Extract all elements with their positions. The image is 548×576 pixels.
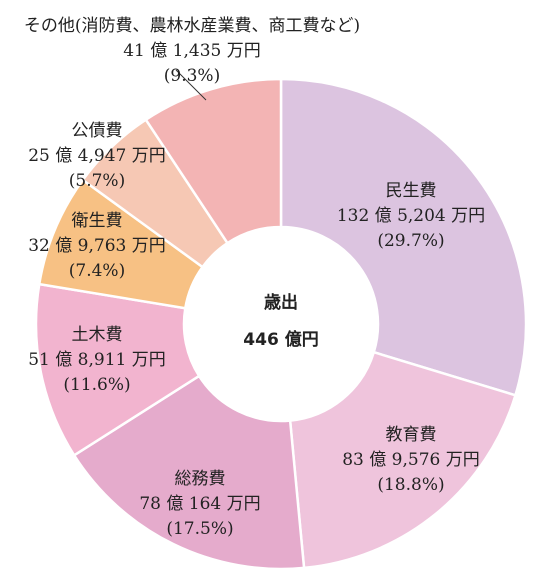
slice-label-6-label: その他(消防費、農林水産業費、商工費など) [24, 16, 360, 36]
slice-label-4-label: 衛生費 [72, 211, 123, 231]
slice-label-4-amount: 32 億 9,763 万円 [28, 236, 166, 256]
slice-label-4-percent-label: (7.4%) [69, 261, 125, 281]
slice-label-5: 公債費 25 億 4,947 万円 (5.7%) [28, 121, 166, 191]
slice-label-2-amount: 78 億 164 万円 [139, 494, 260, 514]
slice-label-3-label: 土木費 [72, 325, 123, 345]
slice-labels: 民生費 132 億 5,204 万円 (29.7%) 教育費 83 億 9,576 万円… [24, 16, 485, 539]
slice-label-6: その他(消防費、農林水産業費、商工費など) 41 億 1,435 万円 (9.3%) [24, 16, 360, 86]
slice-label-1: 教育費 83 億 9,576 万円 (18.8%) [342, 425, 480, 495]
slice-1 [288, 350, 517, 570]
slice-label-1-label: 教育費 [386, 425, 437, 445]
donut-slices [34, 77, 528, 571]
slice-label-0-percent-label: (29.7%) [377, 231, 444, 251]
slice-label-2: 総務費 78 億 164 万円 (17.5%) [139, 469, 260, 539]
slice-label-0: 民生費 132 億 5,204 万円 (29.7%) [337, 181, 485, 251]
slice-label-3-percent-label: (11.6%) [63, 375, 130, 395]
slice-3 [34, 282, 201, 458]
slice-label-4: 衛生費 32 億 9,763 万円 (7.4%) [28, 211, 166, 281]
slice-label-3-amount: 51 億 8,911 万円 [28, 350, 166, 370]
slice-0 [279, 77, 528, 397]
slice-label-5-label: 公債費 [72, 121, 123, 141]
slice-label-5-percent-label: (5.7%) [69, 171, 125, 191]
slice-label-1-percent-label: (18.8%) [377, 475, 444, 495]
slice-label-1-amount: 83 億 9,576 万円 [342, 450, 480, 470]
slice-label-5-amount: 25 億 4,947 万円 [28, 146, 166, 166]
slice-label-2-label: 総務費 [175, 469, 226, 489]
slice-label-2-percent-label: (17.5%) [166, 519, 233, 539]
slice-label-0-amount: 132 億 5,204 万円 [337, 206, 485, 226]
slice-label-3: 土木費 51 億 8,911 万円 (11.6%) [28, 325, 166, 395]
slice-2 [72, 374, 306, 571]
slice-label-6-percent-label: (9.3%) [164, 66, 220, 86]
slice-label-6-amount: 41 億 1,435 万円 [123, 41, 261, 61]
slice-6 [144, 77, 283, 245]
center-title: 歳出 [264, 292, 298, 313]
center-total: 446 億円 [243, 329, 318, 350]
other-leader-line [175, 69, 207, 101]
slice-label-0-label: 民生費 [386, 181, 437, 201]
